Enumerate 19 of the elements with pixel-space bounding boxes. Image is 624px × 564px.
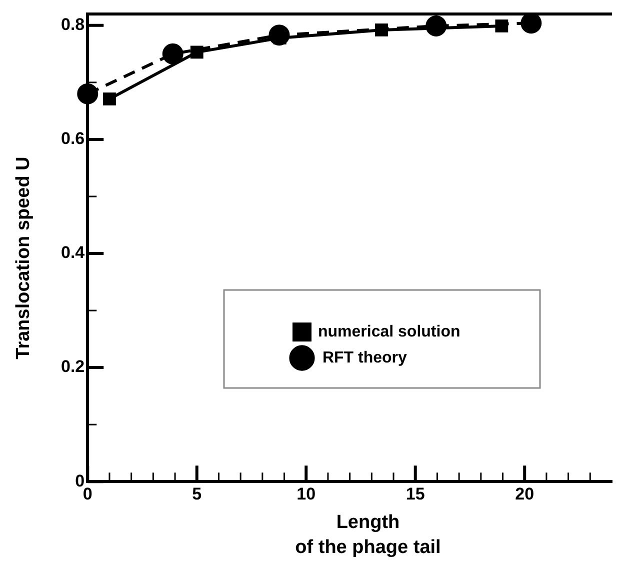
legend-label: RFT theory (318, 349, 407, 366)
x-tick-label: 5 (192, 484, 202, 504)
y-tick-label: 0.4 (60, 243, 86, 262)
point (495, 20, 508, 32)
x-tick-label: 15 (406, 484, 425, 504)
y-axis-title: Translocation speed U (13, 156, 35, 360)
y-tick-label: 0 (75, 471, 85, 490)
point (103, 92, 116, 106)
point (77, 83, 98, 104)
point (190, 46, 204, 59)
x-tick-label: 10 (296, 484, 316, 504)
y-tick-label: 0.6 (60, 129, 85, 148)
legend-label: numerical solution (318, 323, 460, 340)
y-tick-label: 0.2 (60, 357, 85, 376)
x-tick-label: 20 (515, 484, 534, 504)
point (162, 43, 184, 64)
y-tick-label: 0.8 (60, 15, 85, 34)
point (375, 24, 388, 36)
x-axis-title: Length of the phage tail (295, 511, 441, 560)
